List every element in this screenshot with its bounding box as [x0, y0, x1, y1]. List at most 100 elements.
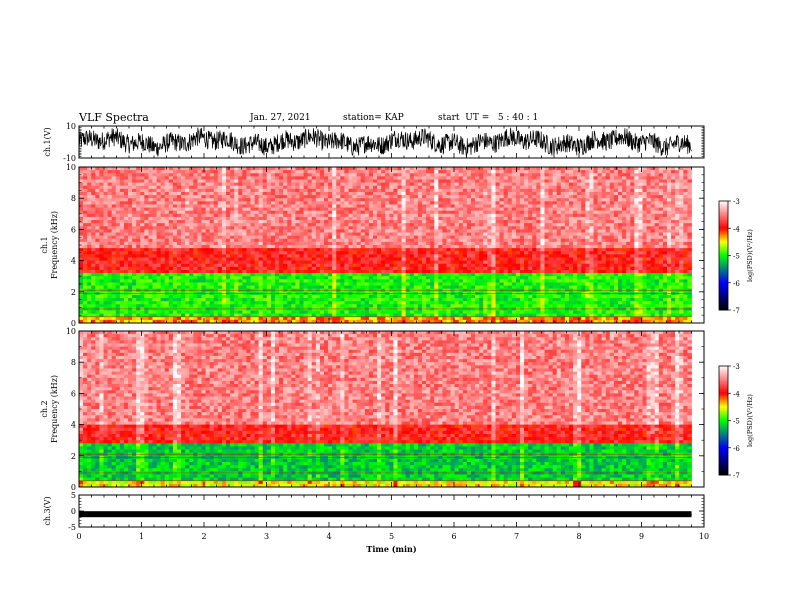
spectrogram-cell	[397, 179, 402, 183]
spectrogram-cell	[389, 232, 394, 237]
spectrogram-cell	[401, 170, 407, 174]
spectrogram-cell	[426, 263, 431, 268]
spectrogram-cell	[344, 279, 349, 283]
spectrogram-cell	[136, 251, 141, 255]
date-label: Jan. 27, 2021	[250, 113, 311, 123]
spectrogram-cell	[344, 241, 349, 246]
spectrogram-cell	[279, 179, 284, 183]
spectrogram-cell	[217, 179, 223, 183]
spectrogram-cell	[442, 257, 447, 261]
spectrogram-cell	[438, 251, 443, 255]
spectrogram-cell	[458, 235, 464, 240]
spectrogram-cell	[79, 182, 84, 187]
spectrogram-cell	[95, 301, 100, 305]
spectrogram-cell	[356, 254, 362, 258]
spectrogram-cell	[405, 304, 411, 308]
spectrogram-cell	[181, 276, 186, 280]
spectrogram-cell	[95, 173, 100, 177]
spectrogram-cell	[128, 185, 133, 190]
spectrogram-cell	[262, 216, 268, 221]
spectrogram-cell	[434, 238, 439, 243]
spectrogram-cell	[234, 313, 239, 318]
spectrogram-cell	[328, 170, 333, 174]
spectrogram-cell	[352, 304, 358, 308]
spectrogram-cell	[307, 254, 313, 258]
spectrogram-cell	[128, 188, 133, 193]
spectrogram-cell	[156, 191, 162, 196]
spectrogram-cell	[360, 173, 366, 177]
spectrogram-cell	[123, 213, 129, 218]
spectrogram-cell	[91, 220, 96, 224]
spectrogram-cell	[234, 257, 239, 261]
spectrogram-cell	[205, 257, 211, 261]
spectrogram-cell	[197, 198, 202, 202]
spectrogram-cell	[430, 198, 435, 202]
spectrogram-cell	[356, 241, 362, 246]
spectrogram-cell	[319, 282, 325, 286]
spectrogram-cell	[103, 241, 108, 246]
spectrogram-cell	[221, 185, 227, 190]
spectrogram-cell	[128, 216, 133, 221]
spectrogram-cell	[340, 170, 345, 174]
spectrogram-cell	[295, 216, 300, 221]
spectrogram-cell	[177, 241, 182, 246]
spectrogram-cell	[417, 235, 423, 240]
spectrogram-cell	[430, 316, 435, 321]
spectrogram-cell	[417, 273, 423, 277]
spectrogram-cell	[79, 248, 84, 252]
spectrogram-cell	[332, 207, 337, 212]
spectrogram-cell	[401, 254, 407, 258]
spectrogram-cell	[250, 298, 255, 302]
spectrogram-cell	[107, 241, 113, 246]
spectrogram-cell	[332, 170, 337, 174]
spectrogram-cell	[336, 269, 341, 274]
spectrogram-cell	[258, 173, 264, 177]
spectrogram-cell	[115, 167, 121, 171]
spectrogram-cell	[164, 173, 170, 177]
spectrogram-cell	[352, 170, 358, 174]
spectrogram-cell	[217, 216, 223, 221]
spectrogram-cell	[226, 273, 231, 277]
spectrogram-cell	[189, 260, 194, 265]
spectrogram-cell	[148, 248, 153, 252]
spectrogram-cell	[156, 241, 162, 246]
spectrogram-cell	[315, 201, 321, 205]
spectrogram-cell	[450, 285, 456, 290]
spectrogram-cell	[303, 266, 309, 271]
spectrogram-cell	[217, 210, 223, 215]
spectrogram-cell	[111, 216, 117, 221]
spectrogram-cell	[213, 170, 219, 174]
spectrogram-cell	[409, 276, 415, 280]
spectrogram-cell	[193, 266, 198, 271]
spectrogram-cell	[205, 285, 211, 290]
spectrogram-cell	[332, 257, 337, 261]
spectrogram-cell	[328, 173, 333, 177]
spectrogram-cell	[458, 294, 464, 299]
spectrogram-cell	[123, 176, 129, 180]
spectrogram-cell	[401, 204, 407, 208]
spectrogram-cell	[201, 185, 206, 190]
spectrogram-cell	[348, 188, 353, 193]
spectrogram-cell	[373, 245, 378, 249]
spectrogram-cell	[95, 232, 100, 237]
spectrogram-cell	[254, 170, 260, 174]
spectrogram-cell	[311, 173, 317, 177]
spectrogram-cell	[401, 191, 407, 196]
spectrogram-cell	[95, 263, 100, 268]
spectrogram-cell	[115, 316, 121, 321]
spectrogram-cell	[422, 223, 427, 227]
spectrogram-cell	[430, 248, 435, 252]
spectrogram-cell	[156, 313, 162, 318]
spectrogram-cell	[291, 316, 296, 321]
spectrogram-cell	[103, 170, 108, 174]
spectrogram-cell	[368, 167, 374, 171]
spectrogram-cell	[405, 279, 411, 283]
spectrogram-cell	[426, 294, 431, 299]
spectrogram-cell	[385, 179, 390, 183]
spectrogram-cell	[209, 319, 215, 324]
spectrogram-cell	[115, 191, 121, 196]
spectrogram-cell	[160, 198, 166, 202]
spectrogram-cell	[466, 304, 472, 308]
spectrogram-cell	[160, 273, 166, 277]
spectrogram-cell	[258, 213, 264, 218]
